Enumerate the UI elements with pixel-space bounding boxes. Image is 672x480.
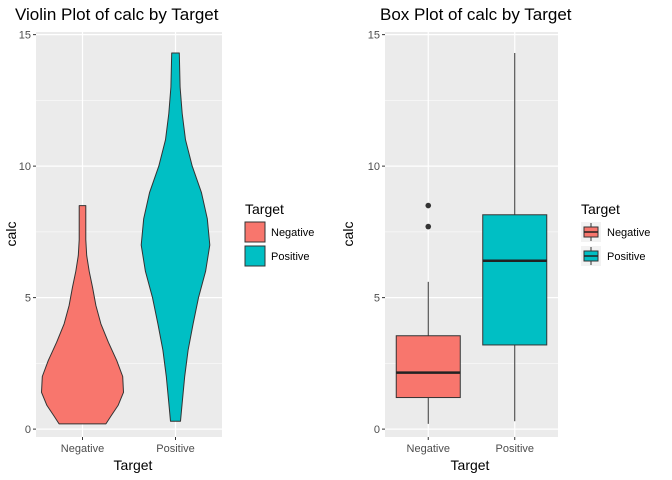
violin-y-tick-label: 0 — [25, 424, 31, 436]
box-title: Box Plot of calc by Target — [380, 5, 572, 24]
violin-x-axis-title: Target — [114, 457, 153, 473]
box-y-tick-label: 5 — [374, 293, 380, 305]
box-shapes — [395, 53, 548, 424]
box-y-tick-label: 10 — [368, 161, 380, 173]
violin-legend-label-negative: Negative — [271, 227, 314, 239]
violin-shapes — [41, 52, 211, 425]
box-positive-iqr — [482, 214, 548, 346]
violin-legend-label-positive: Positive — [271, 251, 310, 263]
violin-positive — [140, 52, 211, 422]
violin-chart: Violin Plot of calc by Target 0 5 10 15 Neg… — [3, 5, 314, 473]
violin-x-tick-label: Negative — [61, 443, 104, 455]
violin-y-ticks: 0 5 10 15 — [19, 30, 36, 436]
violin-y-tick-label: 5 — [25, 293, 31, 305]
box-negative-outlier — [425, 202, 432, 209]
violin-y-tick-label: 10 — [19, 161, 31, 173]
box-legend-label-negative: Negative — [607, 227, 650, 239]
box-y-axis-title: calc — [340, 222, 356, 247]
box-negative-iqr — [395, 335, 461, 399]
box-x-ticks: Negative Positive — [407, 437, 534, 455]
violin-y-tick-label: 15 — [19, 30, 31, 42]
box-x-tick-label: Positive — [495, 443, 534, 455]
box-x-axis-title: Target — [451, 457, 490, 473]
violin-title: Violin Plot of calc by Target — [15, 5, 219, 24]
violin-legend-key-positive — [244, 245, 266, 267]
violin-x-ticks: Negative Positive — [61, 437, 195, 455]
box-legend-title: Target — [581, 201, 620, 217]
box-x-tick-label: Negative — [407, 443, 450, 455]
box-chart: Box Plot of calc by Target 0 5 10 15 Negati… — [340, 5, 650, 473]
box-legend-label-positive: Positive — [607, 251, 646, 263]
box-y-tick-label: 15 — [368, 30, 380, 42]
box-y-tick-label: 0 — [374, 424, 380, 436]
violin-legend-key-negative — [244, 221, 266, 243]
violin-x-tick-label: Positive — [156, 443, 195, 455]
box-negative-outlier — [425, 223, 432, 230]
box-legend: Target Negative Positive — [581, 201, 650, 266]
violin-y-axis-title: calc — [3, 222, 19, 247]
violin-legend: Target Negative Positive — [244, 201, 314, 267]
violin-negative — [41, 205, 124, 425]
violin-legend-title: Target — [245, 201, 284, 217]
box-y-ticks: 0 5 10 15 — [368, 30, 385, 436]
